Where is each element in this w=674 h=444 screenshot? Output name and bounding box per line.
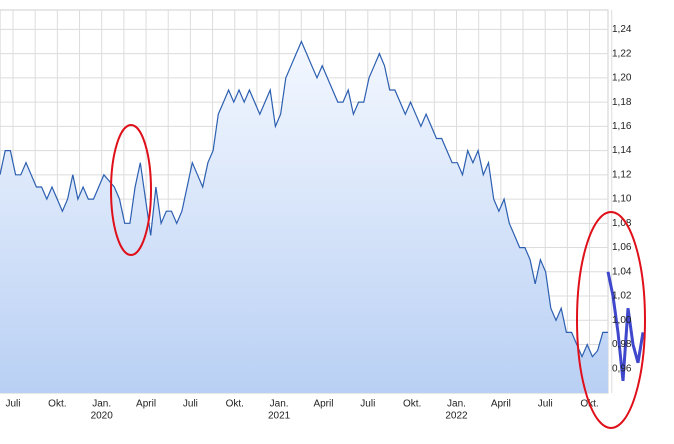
y-tick-label: 1,04 [612,266,632,277]
y-tick-label: 1,22 [612,48,632,59]
area [0,41,608,393]
y-tick-label: 1,02 [612,291,632,302]
x-tick-label: Okt. [48,399,66,410]
x-tick-label: Juli [538,399,553,410]
y-tick-label: 1,06 [612,242,632,253]
x-tick-label: Jan. [92,399,111,410]
y-tick-label: 1,00 [612,315,632,326]
annotation-circle [110,124,152,256]
x-tick-year: 2020 [91,411,114,422]
x-tick-year: 2021 [268,411,291,422]
y-tick-label: 1,12 [612,169,632,180]
x-tick-label: April [136,399,156,410]
x-tick-label: Okt. [226,399,244,410]
x-tick-label: April [491,399,511,410]
annotation-circle [576,211,646,429]
overlay-line [606,271,645,382]
x-tick-label: Juli [183,399,198,410]
y-tick-label: 1,20 [612,73,632,84]
x-tick-year: 2022 [445,411,468,422]
x-tick-label: Juli [360,399,375,410]
line [0,39,608,359]
y-tick-label: 1,10 [612,194,632,205]
y-tick-label: 0,98 [612,339,632,350]
y-tick-label: 1,18 [612,97,632,108]
x-tick-label: Jan. [270,399,289,410]
y-tick-label: 0,96 [612,363,632,374]
x-tick-label: Juli [5,399,20,410]
x-tick-label: April [313,399,333,410]
y-tick-label: 1,14 [612,145,632,156]
x-tick-label: Okt. [403,399,421,410]
y-tick-label: 1,24 [612,24,632,35]
x-tick-label: Jan. [447,399,466,410]
y-tick-label: 1,08 [612,218,632,229]
y-tick-label: 1,16 [612,121,632,132]
